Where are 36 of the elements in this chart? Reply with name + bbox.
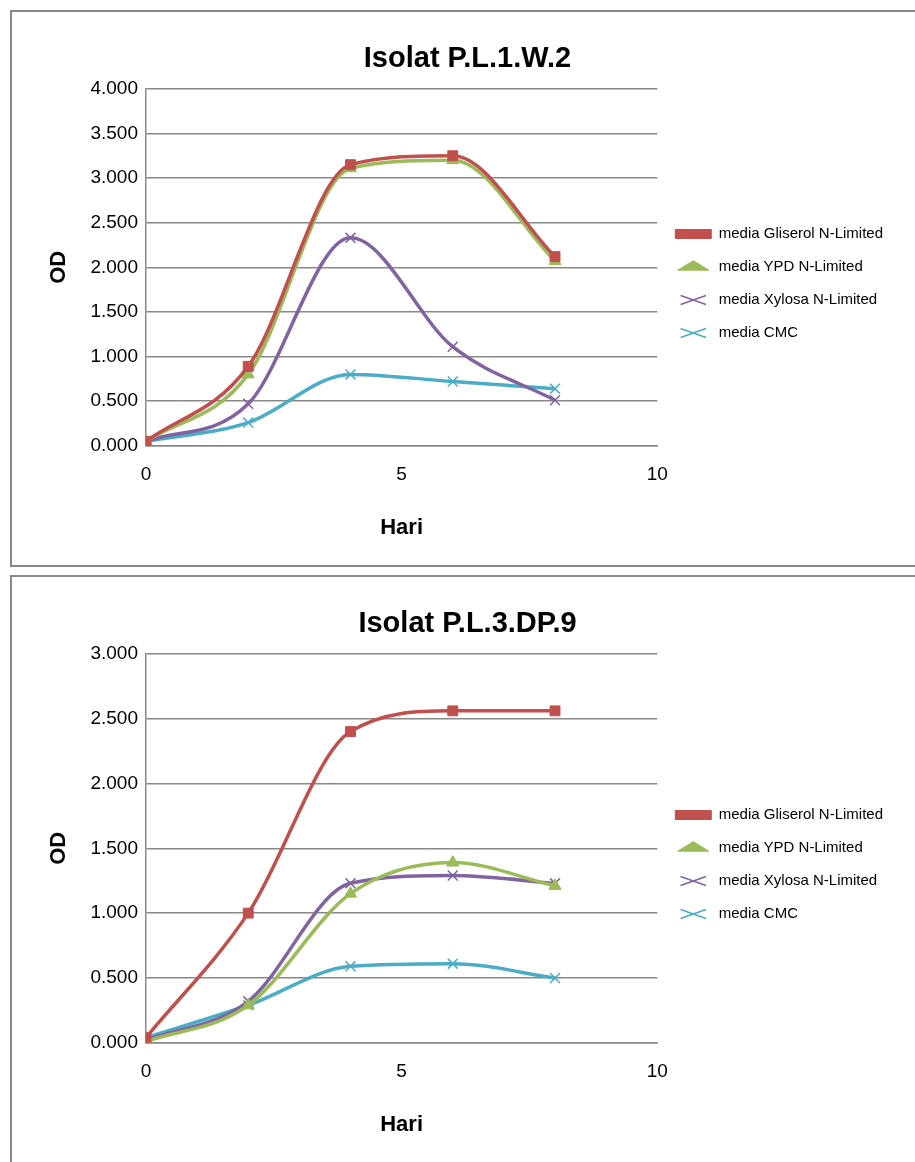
y-tick-label: 1.000 — [90, 901, 138, 923]
chart-title: Isolat P.L.3.DP.9 — [358, 606, 577, 639]
x-tick-label: 0 — [140, 1060, 152, 1082]
x-tick-label: 10 — [646, 1060, 668, 1082]
y-tick-label: 0.000 — [90, 1031, 138, 1053]
y-tick-label: 3.000 — [90, 166, 138, 188]
y-tick-label: 0.000 — [90, 434, 138, 456]
x-axis-title: Hari — [380, 513, 424, 539]
y-tick-label: 1.500 — [90, 300, 138, 322]
y-tick-label: 1.500 — [90, 836, 138, 858]
y-tick-label: 0.500 — [90, 966, 138, 988]
y-tick-label: 3.500 — [90, 121, 138, 143]
x-tick-label: 5 — [396, 1060, 407, 1082]
legend-label: media CMC — [718, 323, 799, 341]
legend-label: media YPD N-Limited — [718, 257, 863, 275]
y-tick-label: 2.000 — [90, 771, 138, 793]
x-tick-label: 10 — [646, 463, 668, 485]
x-tick-label: 5 — [396, 463, 407, 485]
y-tick-label: 2.500 — [90, 210, 138, 232]
y-tick-label: 1.000 — [90, 344, 138, 366]
x-tick-label: 0 — [140, 463, 152, 485]
x-axis-title: Hari — [380, 1110, 424, 1136]
y-tick-label: 0.500 — [90, 389, 138, 411]
legend-label: media Xylosa N-Limited — [718, 290, 878, 308]
y-tick-label: 2.000 — [90, 255, 138, 277]
legend-label: media Gliserol N-Limited — [718, 805, 883, 823]
y-tick-label: 4.000 — [90, 77, 138, 99]
chart-title: Isolat P.L.1.W.2 — [363, 41, 572, 74]
legend-label: media YPD N-Limited — [718, 838, 863, 856]
y-tick-label: 3.000 — [90, 642, 138, 664]
legend-label: media CMC — [718, 904, 799, 922]
y-axis-title: OD — [45, 250, 71, 284]
y-axis-title: OD — [45, 831, 71, 865]
legend-label: media Xylosa N-Limited — [718, 871, 878, 889]
legend-label: media Gliserol N-Limited — [718, 224, 883, 242]
y-tick-label: 2.500 — [90, 706, 138, 728]
